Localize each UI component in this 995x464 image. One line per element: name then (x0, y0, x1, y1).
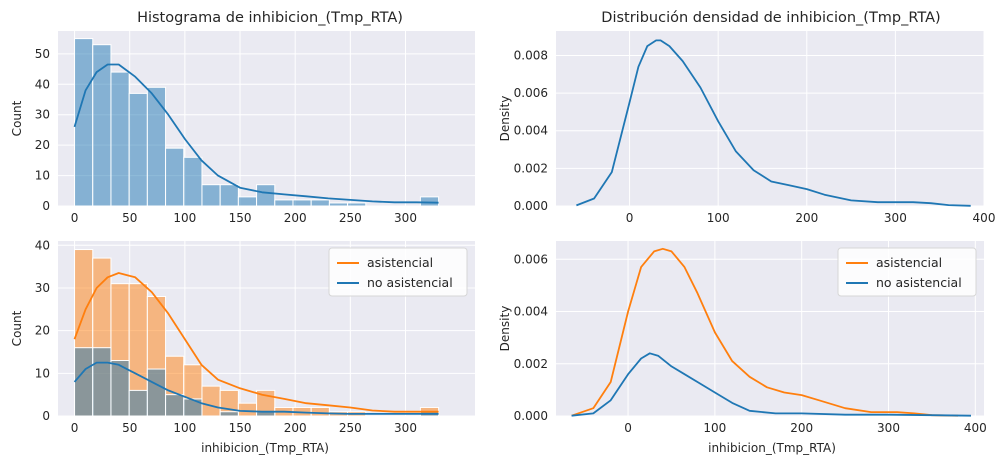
histogram-all-bar (419, 196, 440, 207)
density-by-group-legend-label: no asistencial (876, 275, 962, 290)
histogram-all-bar (310, 199, 330, 207)
histogram-all-bar (219, 184, 239, 207)
histogram-by-group-ylabel: Count (10, 310, 24, 346)
histogram-by-group-legend-label: asistencial (367, 255, 433, 270)
density-all-ytick-label: 0.002 (514, 161, 548, 175)
density-by-group-ytick-label: 0.004 (514, 305, 548, 319)
histogram-by-group-no-asistencial-bar (110, 360, 130, 417)
histogram-all-xtick-label: 100 (173, 211, 196, 225)
histogram-by-group-no-asistencial-bar (219, 411, 239, 417)
histogram-all-bar (110, 71, 130, 207)
density-all-line (576, 39, 971, 207)
histogram-by-group-xtick-label: 0 (71, 421, 79, 435)
density-all-ylabel: Density (498, 96, 512, 142)
histogram-by-group-xtick-label: 250 (339, 421, 362, 435)
density-all-ytick-label: 0.006 (514, 86, 548, 100)
density-all-ytick-label: 0.000 (514, 199, 548, 213)
density-by-group-xtick-label: 200 (790, 421, 813, 435)
histogram-by-group-kde-line (73, 272, 439, 413)
histogram-by-group-asistencial-bar (310, 406, 330, 417)
histogram-by-group-xlabel: inhibicion_(Tmp_RTA) (201, 441, 329, 455)
density-all-ytick-label: 0.004 (514, 124, 548, 138)
density-by-group-line (571, 352, 972, 417)
histogram-all-ytick-label: 40 (35, 77, 50, 91)
density-by-group-ytick-label: 0.002 (514, 357, 548, 371)
histogram-by-group-no-asistencial-bar (128, 389, 148, 417)
histogram-all-bar (183, 156, 203, 207)
histogram-by-group-kde-line (73, 361, 439, 415)
histogram-all-ylabel: Count (10, 100, 24, 136)
histogram-all-bar (128, 92, 148, 207)
histogram-by-group-asistencial-bar (201, 385, 221, 417)
histogram-all-kde-line (73, 63, 439, 204)
histogram-by-group-no-asistencial-bar (165, 394, 185, 417)
density-by-group-line (571, 247, 959, 417)
density-all-xtick-label: 0 (626, 211, 634, 225)
histogram-by-group-xtick-label: 100 (173, 421, 196, 435)
density-by-group-legend-label: asistencial (876, 255, 942, 270)
density-by-group-ytick-label: 0.000 (514, 409, 548, 423)
density-by-group-xlabel: inhibicion_(Tmp_RTA) (708, 441, 836, 455)
histogram-by-group-ytick-label: 0 (42, 409, 50, 423)
density-by-group-xtick-label: 400 (964, 421, 987, 435)
density-by-group-xtick-label: 0 (624, 421, 632, 435)
histogram-all-xtick-label: 150 (229, 211, 252, 225)
histogram-all-bar (165, 147, 185, 207)
histogram-by-group-ytick-label: 20 (35, 324, 50, 338)
histogram-all-ytick-label: 0 (42, 199, 50, 213)
histogram-all-xtick-label: 50 (122, 211, 137, 225)
histogram-by-group-no-asistencial-bar (146, 368, 167, 417)
histogram-all-bar (201, 184, 221, 207)
histogram-all-xtick-label: 250 (339, 211, 362, 225)
density-by-group-xtick-label: 100 (703, 421, 726, 435)
histogram-all-bar (328, 202, 349, 207)
histogram-all-title: Histograma de inhibicion_(Tmp_RTA) (137, 10, 403, 26)
density-all-xtick-label: 400 (973, 211, 995, 225)
histogram-all-bar (347, 202, 367, 207)
histogram-all-bar (146, 86, 167, 207)
histogram-by-group-ytick-label: 40 (35, 238, 50, 252)
histogram-by-group-ytick-label: 10 (35, 366, 50, 380)
density-by-group-legend (837, 247, 977, 297)
histogram-by-group-panel: 0 50 100 150 200 250 300 0 10 20 30 40 Count asistenc… (10, 238, 475, 455)
histogram-by-group-xtick-label: 200 (284, 421, 307, 435)
histogram-by-group-asistencial-bar (237, 402, 258, 417)
density-by-group-xtick-label: 300 (877, 421, 900, 435)
histogram-all-xtick-label: 300 (394, 211, 417, 225)
histogram-all-panel: 0 50 100 150 200 250 300 0 10 20 30 40 50 Count Histog… (10, 10, 475, 225)
histogram-all-xtick-label: 0 (71, 211, 79, 225)
histogram-all-xtick-label: 200 (284, 211, 307, 225)
histogram-all-bar (256, 184, 276, 207)
density-all-xtick-label: 200 (795, 211, 818, 225)
density-all-panel: 0 100 200 300 400 0.000 0.002 0.004 0.006 0.008 De… (498, 10, 995, 225)
histogram-all-bar (74, 38, 94, 207)
histogram-by-group-legend-label: no asistencial (367, 275, 453, 290)
histogram-by-group-no-asistencial-bar (92, 347, 112, 417)
histogram-by-group-ytick-label: 30 (35, 281, 50, 295)
density-all-title: Distribución densidad de inhibicion_(Tmp… (601, 10, 940, 26)
histogram-by-group-no-asistencial-bar (74, 347, 94, 417)
density-by-group-ylabel: Density (498, 306, 512, 352)
density-by-group-ytick-label: 0.006 (514, 252, 548, 266)
histogram-by-group-xtick-label: 300 (394, 421, 417, 435)
histogram-all-bar (292, 199, 312, 207)
histogram-by-group-xtick-label: 50 (122, 421, 137, 435)
histogram-by-group-xtick-label: 150 (229, 421, 252, 435)
density-all-xtick-label: 300 (884, 211, 907, 225)
histogram-all-ytick-label: 10 (35, 169, 50, 183)
histogram-by-group-legend (328, 247, 468, 297)
histogram-all-ytick-label: 30 (35, 108, 50, 122)
histogram-all-ytick-label: 20 (35, 138, 50, 152)
histogram-all-ytick-label: 50 (35, 47, 50, 61)
histogram-all-bar (237, 196, 258, 207)
density-all-plot-area (556, 31, 984, 206)
density-all-ytick-label: 0.008 (514, 48, 548, 62)
density-by-group-panel: 0 100 200 300 400 0.000 0.002 0.004 0.006 Density… (498, 241, 987, 455)
density-all-xtick-label: 100 (707, 211, 730, 225)
histogram-all-bar (274, 199, 294, 207)
